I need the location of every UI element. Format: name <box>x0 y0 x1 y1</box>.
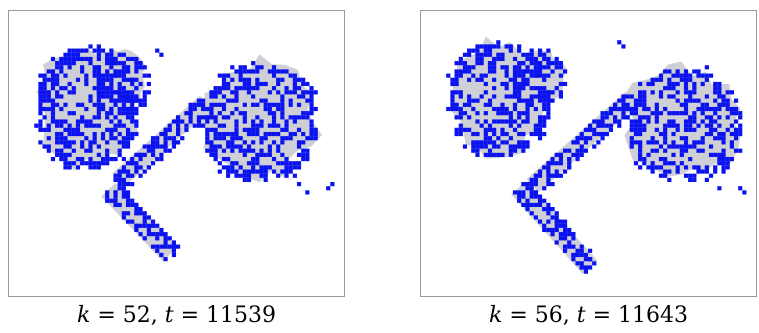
caption-right: k = 56, t = 11643 <box>488 303 689 328</box>
caption-right-k-value: 56 <box>534 303 563 328</box>
caption-left: k = 52, t = 11539 <box>76 303 277 328</box>
pixel-pattern-left <box>34 44 335 262</box>
simulation-panel-left <box>8 10 345 297</box>
blue-pixels-left <box>34 44 335 262</box>
caption-left-k-value: 52 <box>122 303 151 328</box>
caption-left-t-var: t <box>164 303 174 328</box>
caption-right-t-value: 11643 <box>618 303 689 328</box>
simulation-panel-right <box>420 10 757 297</box>
caption-right-t-var: t <box>576 303 586 328</box>
caption-left-t-value: 11539 <box>206 303 277 328</box>
caption-right-k-var: k <box>488 303 503 328</box>
caption-left-k-var: k <box>76 303 91 328</box>
pixel-pattern-right <box>446 36 747 274</box>
blue-pixels-right <box>446 40 747 274</box>
